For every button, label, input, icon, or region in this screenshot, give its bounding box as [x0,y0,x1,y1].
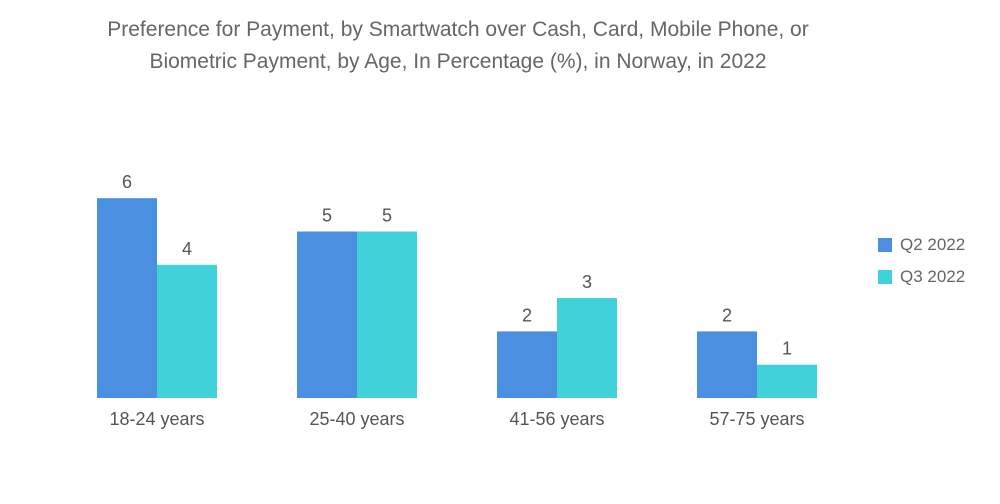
x-tick-label-25-40-years: 25-40 years [309,409,404,429]
bar-25-40-years-q2-2022 [297,231,357,398]
bar-41-56-years-q3-2022 [557,298,617,398]
x-tick-label-18-24-years: 18-24 years [109,409,204,429]
legend-swatch-q2-2022 [878,238,892,252]
x-tick-label-41-56-years: 41-56 years [509,409,604,429]
legend-item-q2-2022: Q2 2022 [878,229,965,261]
bar-57-75-years-q2-2022 [697,331,757,398]
data-label-18-24-years-q2-2022: 6 [122,172,132,192]
data-label-25-40-years-q3-2022: 5 [382,206,392,226]
data-label-57-75-years-q2-2022: 2 [722,305,732,325]
data-label-41-56-years-q2-2022: 2 [522,305,532,325]
bar-57-75-years-q3-2022 [757,364,817,398]
bar-25-40-years-q3-2022 [357,231,417,398]
bar-18-24-years-q2-2022 [97,198,157,398]
bar-18-24-years-q3-2022 [157,264,217,398]
legend: Q2 2022 Q3 2022 [878,229,965,293]
data-label-57-75-years-q3-2022: 1 [782,339,792,359]
data-label-25-40-years-q2-2022: 5 [322,206,332,226]
data-label-18-24-years-q3-2022: 4 [182,239,192,259]
legend-swatch-q3-2022 [878,270,892,284]
data-label-41-56-years-q3-2022: 3 [582,272,592,292]
chart-title-line-1: Preference for Payment, by Smartwatch ov… [107,18,809,41]
legend-item-q3-2022: Q3 2022 [878,261,965,293]
chart-title-line-2: Biometric Payment, by Age, In Percentage… [149,50,767,73]
legend-label-q3-2022: Q3 2022 [900,267,966,286]
legend-label-q2-2022: Q2 2022 [900,235,966,254]
chart-title: Preference for Payment, by Smartwatch ov… [0,14,916,78]
x-tick-label-57-75-years: 57-75 years [709,409,804,429]
bar-41-56-years-q2-2022 [497,331,557,398]
